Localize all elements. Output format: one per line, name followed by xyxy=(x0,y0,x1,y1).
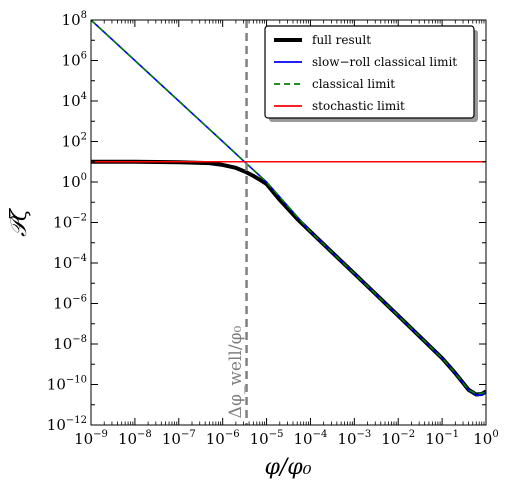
tick-labels: 10−9 10−8 10−7 10−6 10−5 10−4 10−3 10−2 10−1 100 1… xyxy=(47,10,499,448)
legend-item: classical limit xyxy=(274,77,395,91)
y-tick-label: 106 xyxy=(62,51,87,70)
legend-label: stochastic limit xyxy=(312,99,405,113)
legend-box xyxy=(264,25,475,119)
y-tick-label: 10−2 xyxy=(53,213,87,232)
legend: full result slow−roll classical limit clas… xyxy=(264,25,478,122)
x-tick-label: 10−2 xyxy=(381,429,415,448)
y-tick-label: 108 xyxy=(62,10,87,29)
y-tick-label: 100 xyxy=(62,172,87,191)
x-axis-title: φ/φ₀ xyxy=(264,455,311,480)
x-tick-label: 10−3 xyxy=(337,429,371,448)
y-tick-label: 10−6 xyxy=(53,294,87,313)
x-tick-label: 10−9 xyxy=(74,429,108,448)
y-axis-title: 𝒫ζ xyxy=(7,207,32,237)
x-tick-label: 10−1 xyxy=(425,429,459,448)
y-tick-label: 102 xyxy=(62,132,87,151)
x-tick-label: 100 xyxy=(473,429,498,448)
legend-item: full result xyxy=(274,33,371,47)
series-line-classical-limit xyxy=(91,20,486,395)
y-tick-label: 10−8 xyxy=(53,334,87,353)
y-tick-label: 10−12 xyxy=(47,415,87,434)
x-tick-label: 10−5 xyxy=(250,429,284,448)
legend-label: classical limit xyxy=(312,77,395,91)
vline-label: Δφ_well/φ₀ xyxy=(226,326,246,419)
series-layer xyxy=(91,20,486,397)
series-line-full-result xyxy=(91,159,486,397)
y-tick-label: 104 xyxy=(62,91,87,110)
x-tick-label: 10−7 xyxy=(162,429,196,448)
x-tick-label: 10−6 xyxy=(206,429,240,448)
legend-items: full result slow−roll classical limit clas… xyxy=(274,33,457,113)
legend-label: full result xyxy=(312,33,371,47)
legend-label: slow−roll classical limit xyxy=(312,55,457,69)
legend-item: slow−roll classical limit xyxy=(274,55,457,69)
x-tick-label: 10−8 xyxy=(118,429,152,448)
ticks-layer xyxy=(90,19,487,426)
y-tick-label: 10−10 xyxy=(47,375,87,394)
legend-item: stochastic limit xyxy=(274,99,405,113)
x-tick-label: 10−4 xyxy=(294,429,328,448)
y-tick-label: 10−4 xyxy=(53,253,87,272)
